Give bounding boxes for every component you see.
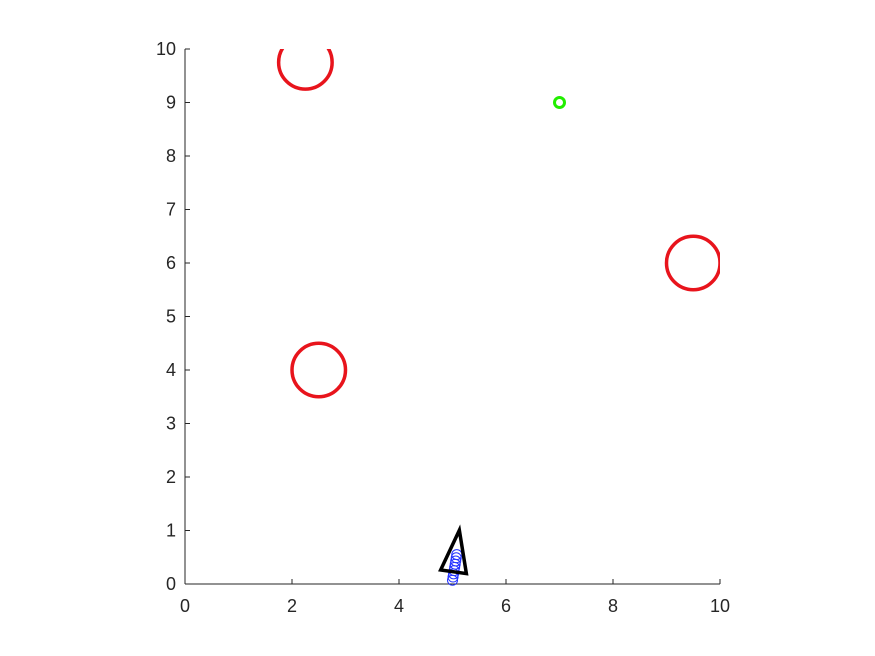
x-tick-label: 2 (287, 596, 297, 616)
y-tick-label: 0 (166, 574, 176, 594)
robot-layer (438, 524, 469, 576)
y-tick-label: 2 (166, 467, 176, 487)
x-tick-label: 8 (608, 596, 618, 616)
obstacles (276, 49, 720, 399)
axes: 0 2 4 6 8 10 0 1 2 3 4 5 6 7 8 9 10 (156, 39, 730, 616)
y-tick-label: 8 (166, 146, 176, 166)
obstacle-circle (290, 341, 348, 399)
x-ticks: 0 2 4 6 8 10 (180, 579, 730, 616)
y-tick-label: 9 (166, 93, 176, 113)
y-tick-label: 5 (166, 307, 176, 327)
obstacle-circle (664, 234, 720, 292)
y-tick-label: 10 (156, 39, 176, 59)
x-tick-label: 10 (710, 596, 730, 616)
y-tick-label: 3 (166, 414, 176, 434)
goal-marker (553, 96, 566, 109)
goal-layer (553, 96, 566, 109)
y-tick-label: 1 (166, 521, 176, 541)
x-tick-label: 0 (180, 596, 190, 616)
x-tick-label: 6 (501, 596, 511, 616)
x-tick-label: 4 (394, 596, 404, 616)
robot-marker (438, 524, 469, 576)
y-ticks: 0 1 2 3 4 5 6 7 8 9 10 (156, 39, 190, 594)
y-tick-label: 6 (166, 253, 176, 273)
obstacle-circle (276, 49, 334, 91)
y-tick-label: 7 (166, 200, 176, 220)
y-tick-label: 4 (166, 360, 176, 380)
